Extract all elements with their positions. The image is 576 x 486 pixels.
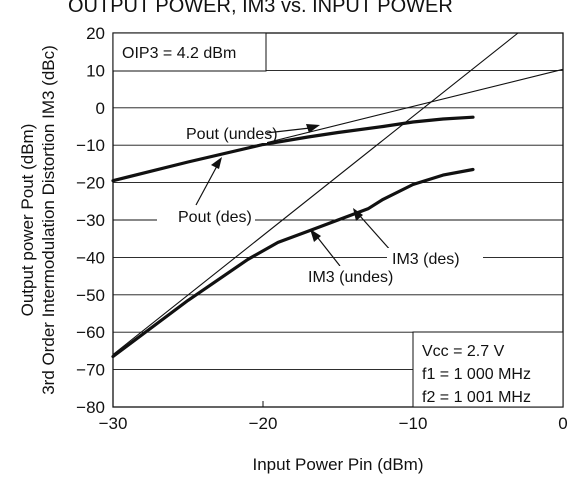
x-tick-label: −20: [249, 414, 278, 433]
label-im3-undes: IM3 (undes): [308, 269, 393, 286]
label-pout-undes: Pout (undes): [186, 126, 278, 143]
oip3-box: OIP3 = 4.2 dBm: [112, 32, 267, 72]
series-lines: [111, 32, 564, 359]
y-axis-label-line1: Output power Pout (dBm): [18, 124, 37, 317]
y-tick-label: −10: [76, 136, 105, 155]
y-axis-label-line2: 3rd Order Intermodulation Distortion IM3…: [39, 45, 58, 395]
plot-frame: [112, 32, 564, 408]
y-tick-label: −60: [76, 323, 105, 342]
y-tick-label: 0: [96, 99, 105, 118]
series-im3-undes: [111, 167, 475, 359]
x-tick-label: 0: [558, 414, 567, 433]
series-im3-des: [112, 32, 519, 356]
condition-vcc: Vcc = 2.7 V: [422, 343, 505, 360]
x-tick-label: −10: [399, 414, 428, 433]
x-axis-label: Input Power Pin (dBm): [252, 455, 423, 474]
y-tick-label: −40: [76, 248, 105, 267]
y-tick-label: −80: [76, 398, 105, 417]
condition-f1: f1 = 1 000 MHz: [422, 366, 531, 383]
y-tick-label: −20: [76, 174, 105, 193]
y-tick-label: −30: [76, 211, 105, 230]
oip3-label: OIP3 = 4.2 dBm: [122, 45, 236, 62]
y-tick-label: 10: [86, 61, 105, 80]
x-tick-label: −30: [99, 414, 128, 433]
label-im3-des: IM3 (des): [392, 251, 460, 268]
series-pout-undes: [111, 115, 475, 183]
annotation-leaders: [195, 124, 393, 267]
conditions-box: Vcc = 2.7 V f1 = 1 000 MHz f2 = 1 001 MH…: [412, 331, 564, 408]
series-labels: Pout (undes) Pout (des) IM3 (des) IM3 (u…: [157, 123, 483, 292]
condition-f2: f2 = 1 001 MHz: [422, 389, 531, 406]
label-pout-des: Pout (des): [178, 209, 252, 226]
y-tick-label: −50: [76, 286, 105, 305]
y-tick-label: 20: [86, 24, 105, 43]
chart-title: OUTPUT POWER, IM3 vs. INPUT POWER: [68, 0, 453, 17]
y-tick-label: −70: [76, 361, 105, 380]
